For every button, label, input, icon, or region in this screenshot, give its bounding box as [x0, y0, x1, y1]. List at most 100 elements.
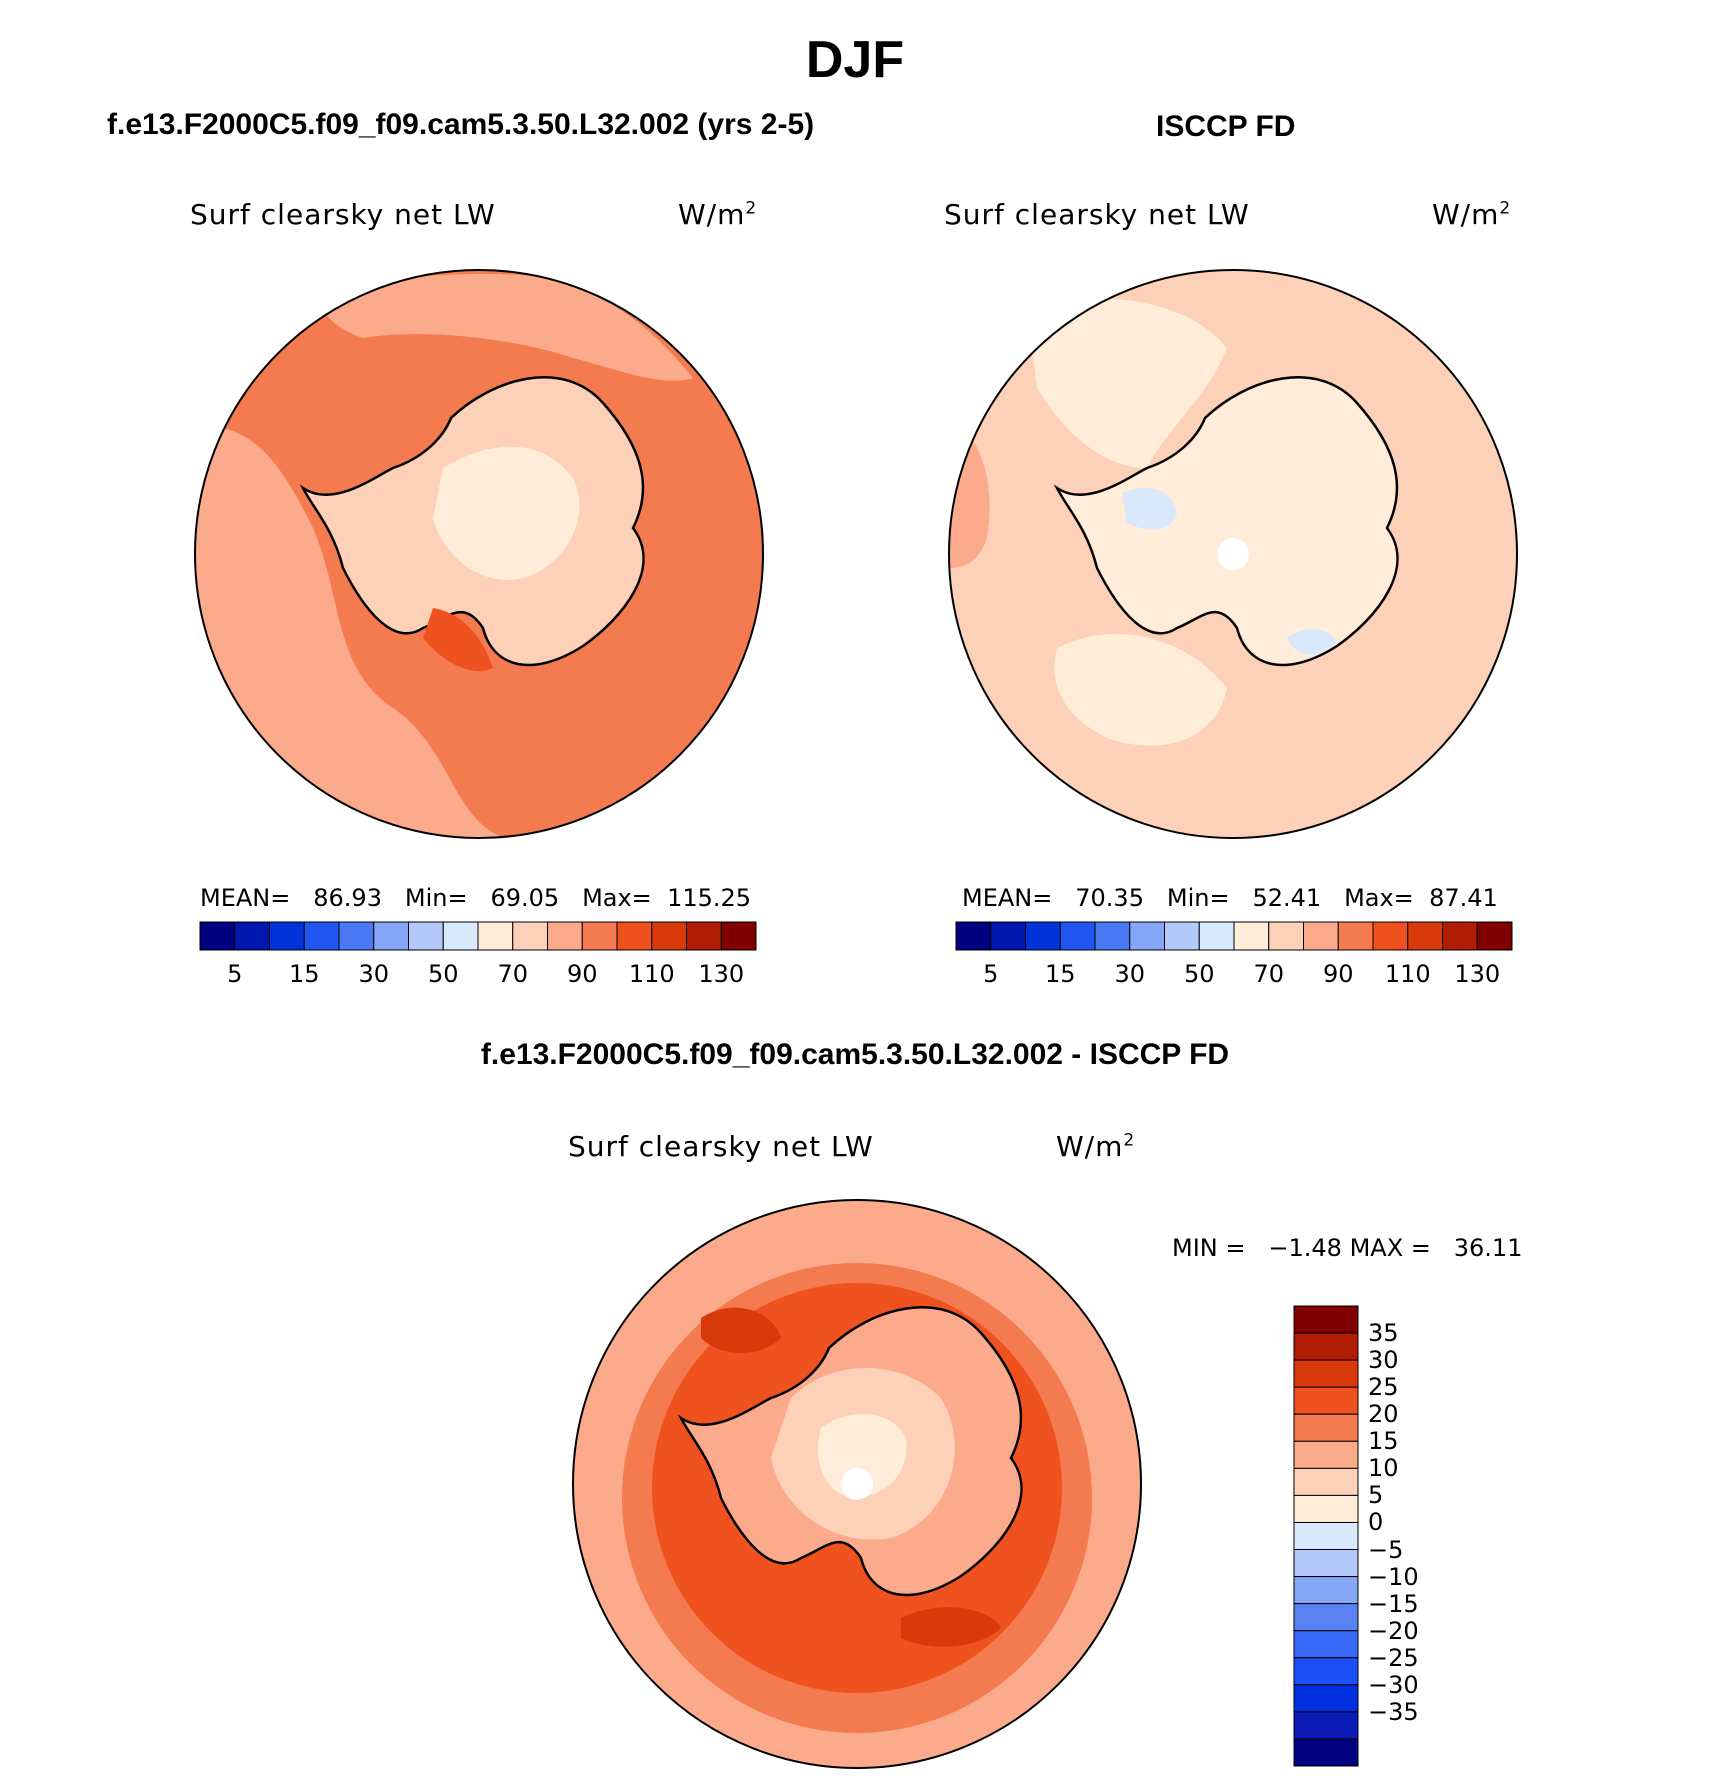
panel1-polar-map	[194, 269, 764, 839]
colorbar-swatch	[303, 921, 340, 951]
panel2-zone-plateau-cold	[1122, 488, 1177, 530]
colorbar-swatch	[408, 921, 444, 951]
tick-label: 70	[497, 960, 529, 988]
tick-label: 130	[1454, 960, 1501, 988]
panel2-zone-outer-light-south	[1054, 633, 1227, 746]
colorbar-swatch	[547, 921, 583, 951]
colorbar-swatch	[1293, 1684, 1359, 1713]
colorbar-swatch	[1268, 921, 1304, 951]
colorbar-swatch	[1293, 1440, 1359, 1469]
colorbar-swatch	[1293, 1521, 1359, 1551]
colorbar-swatch	[199, 921, 236, 951]
colorbar-swatch	[442, 921, 479, 951]
panel1-case-title: f.e13.F2000C5.f09_f09.cam5.3.50.L32.002 …	[107, 108, 815, 141]
colorbar-swatch	[1293, 1711, 1359, 1740]
tick-label: −5	[1368, 1535, 1404, 1564]
colorbar-swatch	[477, 921, 514, 951]
panel1-zone-pacific	[320, 273, 693, 381]
colorbar-swatch	[1293, 1657, 1359, 1686]
colorbar-swatch	[1164, 921, 1200, 951]
tick-label: 25	[1368, 1373, 1399, 1402]
colorbar-swatch	[1293, 1549, 1359, 1578]
tick-label: 15	[1368, 1427, 1399, 1456]
colorbar-swatch	[1303, 921, 1339, 951]
colorbar-swatch	[1025, 921, 1061, 951]
panel2-units: W/m2	[1432, 198, 1512, 231]
tick-label: 15	[288, 960, 320, 988]
colorbar-swatch	[1293, 1467, 1359, 1496]
tick-label: 20	[1368, 1400, 1399, 1429]
colorbar-swatch	[1094, 921, 1131, 951]
colorbar-swatch	[616, 921, 653, 951]
panel2-colorbar	[955, 921, 1513, 951]
tick-label: 70	[1253, 960, 1285, 988]
colorbar-swatch	[1407, 921, 1443, 951]
panel1-zone-atlantic	[195, 426, 513, 838]
colorbar-swatch	[581, 921, 618, 951]
panel2-continent	[1053, 376, 1399, 667]
tick-label: −20	[1368, 1616, 1419, 1645]
colorbar-swatch	[512, 921, 548, 951]
tick-label: 30	[358, 960, 390, 988]
panel2-zone-plateau-cold-2	[1287, 628, 1337, 655]
colorbar-swatch	[1442, 921, 1478, 951]
colorbar-swatch	[373, 921, 409, 951]
colorbar-swatch	[1233, 921, 1270, 951]
panel2-polar-map	[948, 269, 1518, 839]
panel1-colorbar-ticks: 5 15 30 50 70 90 110 130	[200, 960, 756, 990]
panel2-colorbar-ticks: 5 15 30 50 70 90 110 130	[956, 960, 1512, 990]
colorbar-swatch	[1293, 1359, 1359, 1388]
colorbar-swatch	[1293, 1603, 1359, 1632]
colorbar-swatch	[990, 921, 1026, 951]
tick-label: 35	[1368, 1319, 1399, 1348]
colorbar-swatch	[1293, 1576, 1359, 1605]
diff-pole-gap	[841, 1468, 873, 1500]
tick-label: 30	[1114, 960, 1146, 988]
tick-label: −30	[1368, 1670, 1419, 1699]
colorbar-swatch	[1293, 1305, 1359, 1334]
diff-colorbar-ticks: 35 30 25 20 15 10 5 0 −5 −10 −15 −20 −25…	[1368, 1306, 1448, 1766]
colorbar-swatch	[234, 921, 270, 951]
panel2-stats: MEAN= 70.35 Min= 52.41 Max= 87.41	[962, 884, 1498, 912]
colorbar-swatch	[1293, 1413, 1359, 1442]
tick-label: 130	[698, 960, 745, 988]
panel2-zone-outer-light	[1027, 298, 1227, 468]
diff-stats: MIN = −1.48 MAX = 36.11	[1172, 1234, 1523, 1262]
tick-label: 50	[427, 960, 459, 988]
tick-label: 110	[1384, 960, 1431, 988]
panel1-zone-ross	[423, 608, 493, 672]
tick-label: 5	[983, 960, 999, 988]
colorbar-swatch	[269, 921, 305, 951]
tick-label: 90	[1322, 960, 1354, 988]
tick-label: −25	[1368, 1643, 1419, 1672]
diff-zone-plateau-center	[817, 1414, 907, 1498]
colorbar-swatch	[1476, 921, 1513, 951]
tick-label: 10	[1368, 1454, 1399, 1483]
panel1-variable-label: Surf clearsky net LW	[190, 198, 496, 231]
colorbar-swatch	[651, 921, 687, 951]
panel1-stats: MEAN= 86.93 Min= 69.05 Max= 115.25	[200, 884, 752, 912]
diff-hotspot-2	[901, 1607, 1001, 1647]
tick-label: 5	[227, 960, 243, 988]
colorbar-swatch	[1198, 921, 1235, 951]
figure-title: DJF	[805, 31, 905, 89]
colorbar-swatch	[1372, 921, 1409, 951]
colorbar-swatch	[1129, 921, 1165, 951]
colorbar-swatch	[720, 921, 757, 951]
colorbar-swatch	[1293, 1332, 1359, 1361]
tick-label: −15	[1368, 1589, 1419, 1618]
diff-case-title: f.e13.F2000C5.f09_f09.cam5.3.50.L32.002 …	[480, 1038, 1230, 1071]
diff-units: W/m2	[1056, 1130, 1136, 1163]
panel2-case-title: ISCCP FD	[1156, 110, 1296, 143]
tick-label: −35	[1368, 1697, 1419, 1726]
tick-label: 30	[1368, 1346, 1399, 1375]
diff-hotspot-1	[701, 1307, 781, 1353]
panel1-colorbar	[199, 921, 757, 951]
colorbar-swatch	[1293, 1738, 1359, 1767]
tick-label: 0	[1368, 1508, 1384, 1537]
colorbar-swatch	[1293, 1494, 1359, 1523]
tick-label: −10	[1368, 1562, 1419, 1591]
tick-label: 50	[1183, 960, 1215, 988]
colorbar-swatch	[1293, 1386, 1359, 1415]
colorbar-swatch	[338, 921, 375, 951]
